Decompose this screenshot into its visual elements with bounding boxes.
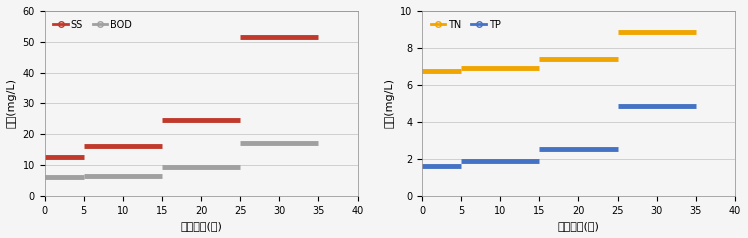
X-axis label: 운전기간(일): 운전기간(일) — [180, 221, 222, 231]
Y-axis label: 농도(mg/L): 농도(mg/L) — [7, 78, 17, 128]
Legend: TN, TP: TN, TP — [427, 16, 504, 34]
Y-axis label: 농도(mg/L): 농도(mg/L) — [384, 78, 394, 128]
X-axis label: 운전기간(일): 운전기간(일) — [557, 221, 599, 231]
Legend: SS, BOD: SS, BOD — [49, 16, 136, 34]
